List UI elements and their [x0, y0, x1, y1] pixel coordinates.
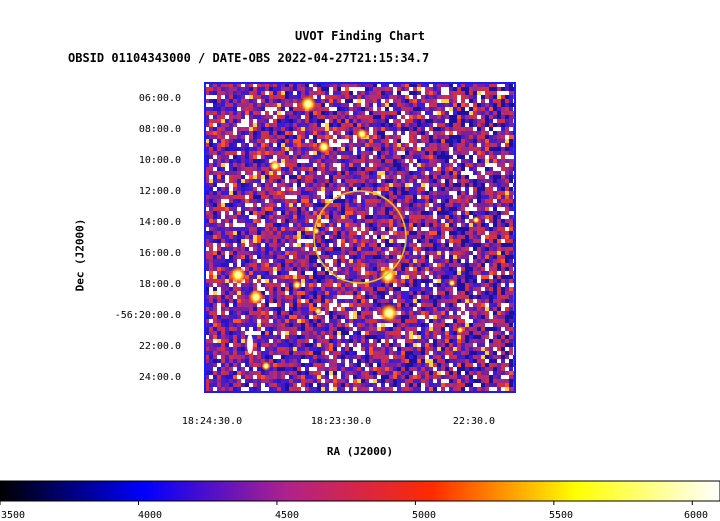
star: [456, 326, 464, 334]
colorbar-tick-label: 3500: [0, 510, 26, 521]
star: [379, 303, 399, 323]
chart-subtitle: OBSID 01104343000 / DATE-OBS 2022-04-27T…: [68, 51, 430, 65]
sky-image: [205, 83, 515, 392]
y-tick-label: 18:00.0: [138, 279, 181, 290]
star: [314, 307, 322, 315]
chart-title: UVOT Finding Chart: [294, 29, 426, 43]
y-axis-label: Dec (J2000): [73, 218, 87, 292]
y-tick-label: 06:00.0: [138, 93, 181, 104]
star: [472, 216, 480, 224]
colorbar-tick-label: 5500: [548, 510, 574, 521]
colorbar-tick-label: 4000: [137, 510, 163, 521]
image-frame: [204, 82, 516, 393]
y-tick-label: 12:00.0: [138, 186, 181, 197]
star: [317, 140, 331, 154]
star: [261, 361, 271, 371]
x-axis-label: RA (J2000): [326, 445, 394, 458]
target-circle: [313, 190, 407, 284]
y-tick-label: 14:00.0: [138, 217, 181, 228]
star: [312, 227, 320, 235]
colorbar-tick-label: 4500: [274, 510, 300, 521]
y-tick-label: 22:00.0: [138, 341, 181, 352]
colorbar: [0, 480, 720, 502]
y-tick-label: 16:00.0: [138, 248, 181, 259]
colorbar-ticks: [0, 501, 693, 505]
colorbar-tick-label: 5000: [411, 510, 437, 521]
x-tick-label: 18:24:30.0: [181, 416, 243, 427]
star: [299, 95, 317, 113]
y-tick-label: -56:20:00.0: [114, 310, 181, 321]
star: [248, 289, 264, 305]
y-tick-label: 10:00.0: [138, 155, 181, 166]
y-tick-label: 08:00.0: [138, 124, 181, 135]
bright-streak: [247, 334, 253, 354]
star: [269, 160, 281, 172]
x-tick-label: 18:23:30.0: [310, 416, 372, 427]
star: [448, 279, 456, 287]
star: [379, 267, 397, 285]
star: [356, 128, 368, 140]
star: [229, 266, 247, 284]
star: [292, 280, 302, 290]
colorbar-tick-label: 6000: [683, 510, 709, 521]
x-tick-label: 22:30.0: [452, 416, 496, 427]
y-tick-label: 24:00.0: [138, 372, 181, 383]
